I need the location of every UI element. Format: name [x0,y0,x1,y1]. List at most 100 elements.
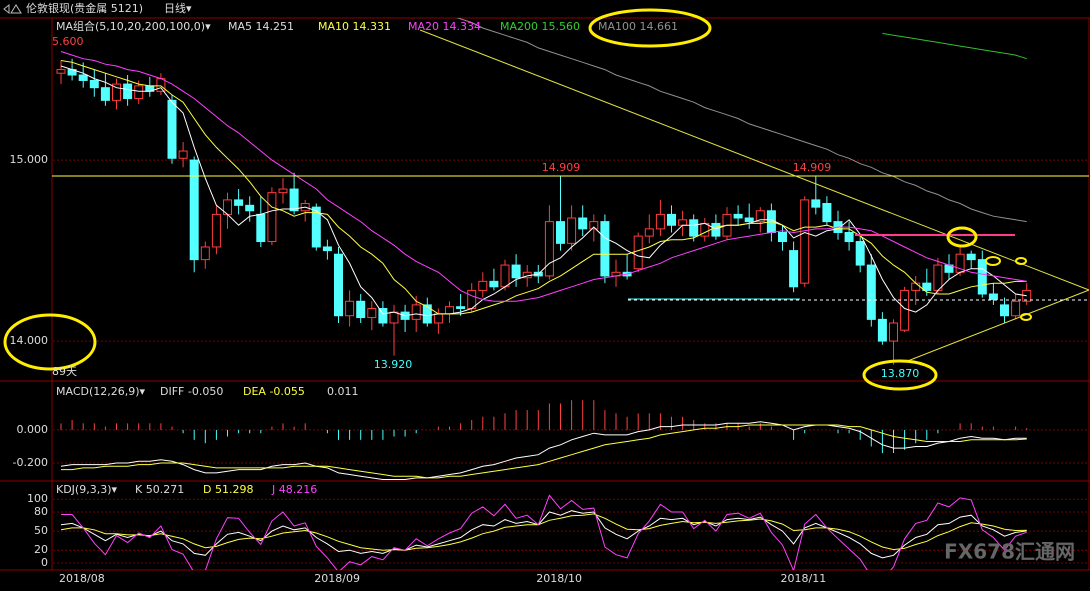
series-line [60,51,1027,302]
candle-body [311,206,321,248]
candle-body [411,304,421,320]
annotation: 89天 [52,365,77,378]
highlight-ellipse [985,256,1001,266]
candle-body [667,213,676,226]
candle-body [822,203,832,223]
y-tick-label: 15.000 [10,153,49,166]
symbol[interactable]: 伦敦银现(贵金属 5121) [26,1,143,15]
candle-body [655,213,665,230]
candle-body [889,322,898,342]
candle-body [544,221,554,277]
candle-body [811,199,821,208]
highlight-ellipse [588,8,712,48]
candle-body [855,241,865,266]
candle-body [922,282,932,291]
candle-body [589,221,599,230]
annotation: 14.909 [793,161,832,174]
candle-body [789,250,799,288]
candle-body [988,293,998,300]
candle-body [267,192,277,243]
candle-body [123,83,133,100]
candle-body [911,282,921,291]
annotation: 13.870 [881,367,920,380]
drawings [3,8,1090,391]
y-tick-label: 80 [34,505,48,518]
legend-entry: J 48.216 [271,483,317,496]
series-line [61,424,1027,479]
candle-body [800,199,810,284]
candle-body [489,280,499,288]
candle-body [234,199,244,206]
candle-body [278,188,288,194]
candle-body [733,213,743,219]
candle-body [256,213,266,243]
series-line [61,494,1027,570]
candle-body [89,79,99,89]
series-line [60,513,1027,551]
candle-body [322,246,332,252]
candle-body [445,306,454,315]
candle-body [500,264,510,288]
candle-body [112,83,121,101]
candle-body [378,308,388,324]
panel-title: KDJ(9,3,3)▾ [56,483,117,496]
panel-title: MA组合(5,10,20,200,100,0)▾ [56,19,211,33]
candle-body [511,264,521,279]
highlight-ellipse [1020,313,1032,321]
candle-body [600,221,610,277]
x-tick-label: 2018/11 [781,572,827,585]
kdj-panel [53,494,1089,570]
legend-entry: DIFF -0.050 [160,385,223,398]
series-line [60,60,1027,315]
price-panel [53,18,1089,365]
toolbar-icon[interactable] [3,3,22,15]
toolbar: 伦敦银现(贵金属 5121) 日线▾ [3,1,192,15]
y-tick-label: 0.000 [17,423,49,436]
series-line [60,65,1027,317]
y-tick-label: -0.200 [13,456,48,469]
candle-body [933,264,943,291]
series-line [60,421,1027,480]
annotation: 14.909 [542,161,581,174]
candle-body [356,300,366,319]
legend-entry: DEA -0.055 [243,385,305,398]
candle-body [334,253,343,317]
candle-body [178,150,188,159]
candle-body [78,74,88,81]
candle-body [389,311,399,324]
highlight-ellipse [862,359,938,391]
watermark: FX678汇通网 [944,540,1075,564]
candle-body [689,219,699,237]
period[interactable]: 日线▾ [164,1,192,15]
candle-body [200,246,210,261]
candle-body [189,159,199,261]
legend-entry: MA20 14.334 [408,20,481,33]
candle-body [877,318,887,342]
candle-body [844,231,854,243]
candle-body [134,85,144,100]
candle-body [456,306,466,310]
highlight-ellipse [3,313,97,371]
candle-body [1022,289,1032,302]
candle-body [678,219,688,226]
candle-body [289,188,299,212]
legend-entry: 0.011 [327,385,359,398]
highlight-ellipse [1015,257,1027,265]
legend-entry: MA200 15.560 [500,20,580,33]
candle-body [1011,300,1021,317]
candle-body [167,99,177,159]
candle-body [56,69,66,74]
frame [0,17,1090,571]
trend-line [419,29,1090,291]
candle-body [245,204,255,212]
candle-body [211,213,221,248]
candle-body [977,259,987,295]
candle-body [644,228,654,237]
highlight-ellipse [946,226,978,248]
candle-body [567,217,577,244]
x-tick-label: 2018/10 [536,572,582,585]
x-tick-label: 2018/08 [59,572,105,585]
macd-panel [53,400,1089,480]
headers: MA组合(5,10,20,200,100,0)▾ MA5 14.251 MA10… [56,19,678,496]
